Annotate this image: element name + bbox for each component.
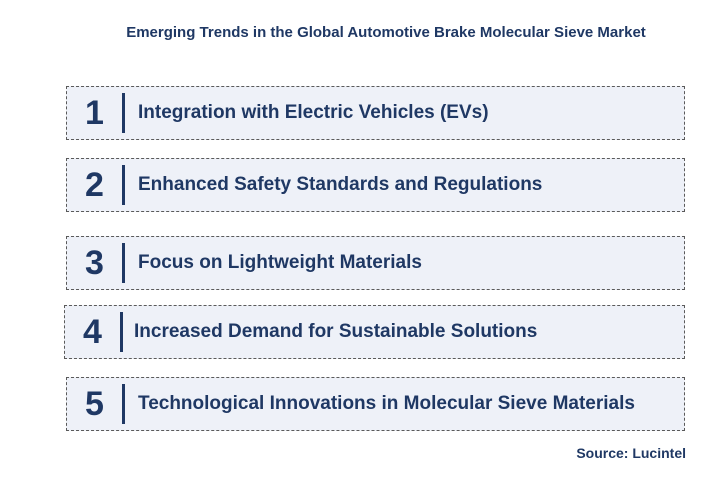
trend-label: Technological Innovations in Molecular S… [138, 393, 635, 414]
trend-item-5: 5 Technological Innovations in Molecular… [66, 377, 685, 431]
trend-number: 2 [85, 165, 104, 204]
trend-number: 5 [85, 384, 104, 423]
trend-label: Integration with Electric Vehicles (EVs) [138, 102, 489, 123]
trend-divider [120, 312, 123, 352]
trend-label: Increased Demand for Sustainable Solutio… [134, 321, 538, 342]
trend-number: 3 [85, 243, 104, 282]
trend-divider [122, 93, 125, 133]
trend-label: Focus on Lightweight Materials [138, 252, 422, 273]
trend-item-2: 2 Enhanced Safety Standards and Regulati… [66, 158, 685, 212]
trend-item-3: 3 Focus on Lightweight Materials [66, 236, 685, 290]
trend-number: 4 [83, 312, 102, 351]
trend-item-4: 4 Increased Demand for Sustainable Solut… [64, 305, 685, 359]
trend-number: 1 [85, 93, 104, 132]
trend-divider [122, 384, 125, 424]
trend-divider [122, 165, 125, 205]
source-credit: Source: Lucintel [576, 445, 686, 461]
trend-divider [122, 243, 125, 283]
diagram-title: Emerging Trends in the Global Automotive… [126, 24, 646, 41]
trend-label: Enhanced Safety Standards and Regulation… [138, 174, 543, 195]
trend-item-1: 1 Integration with Electric Vehicles (EV… [66, 86, 685, 140]
